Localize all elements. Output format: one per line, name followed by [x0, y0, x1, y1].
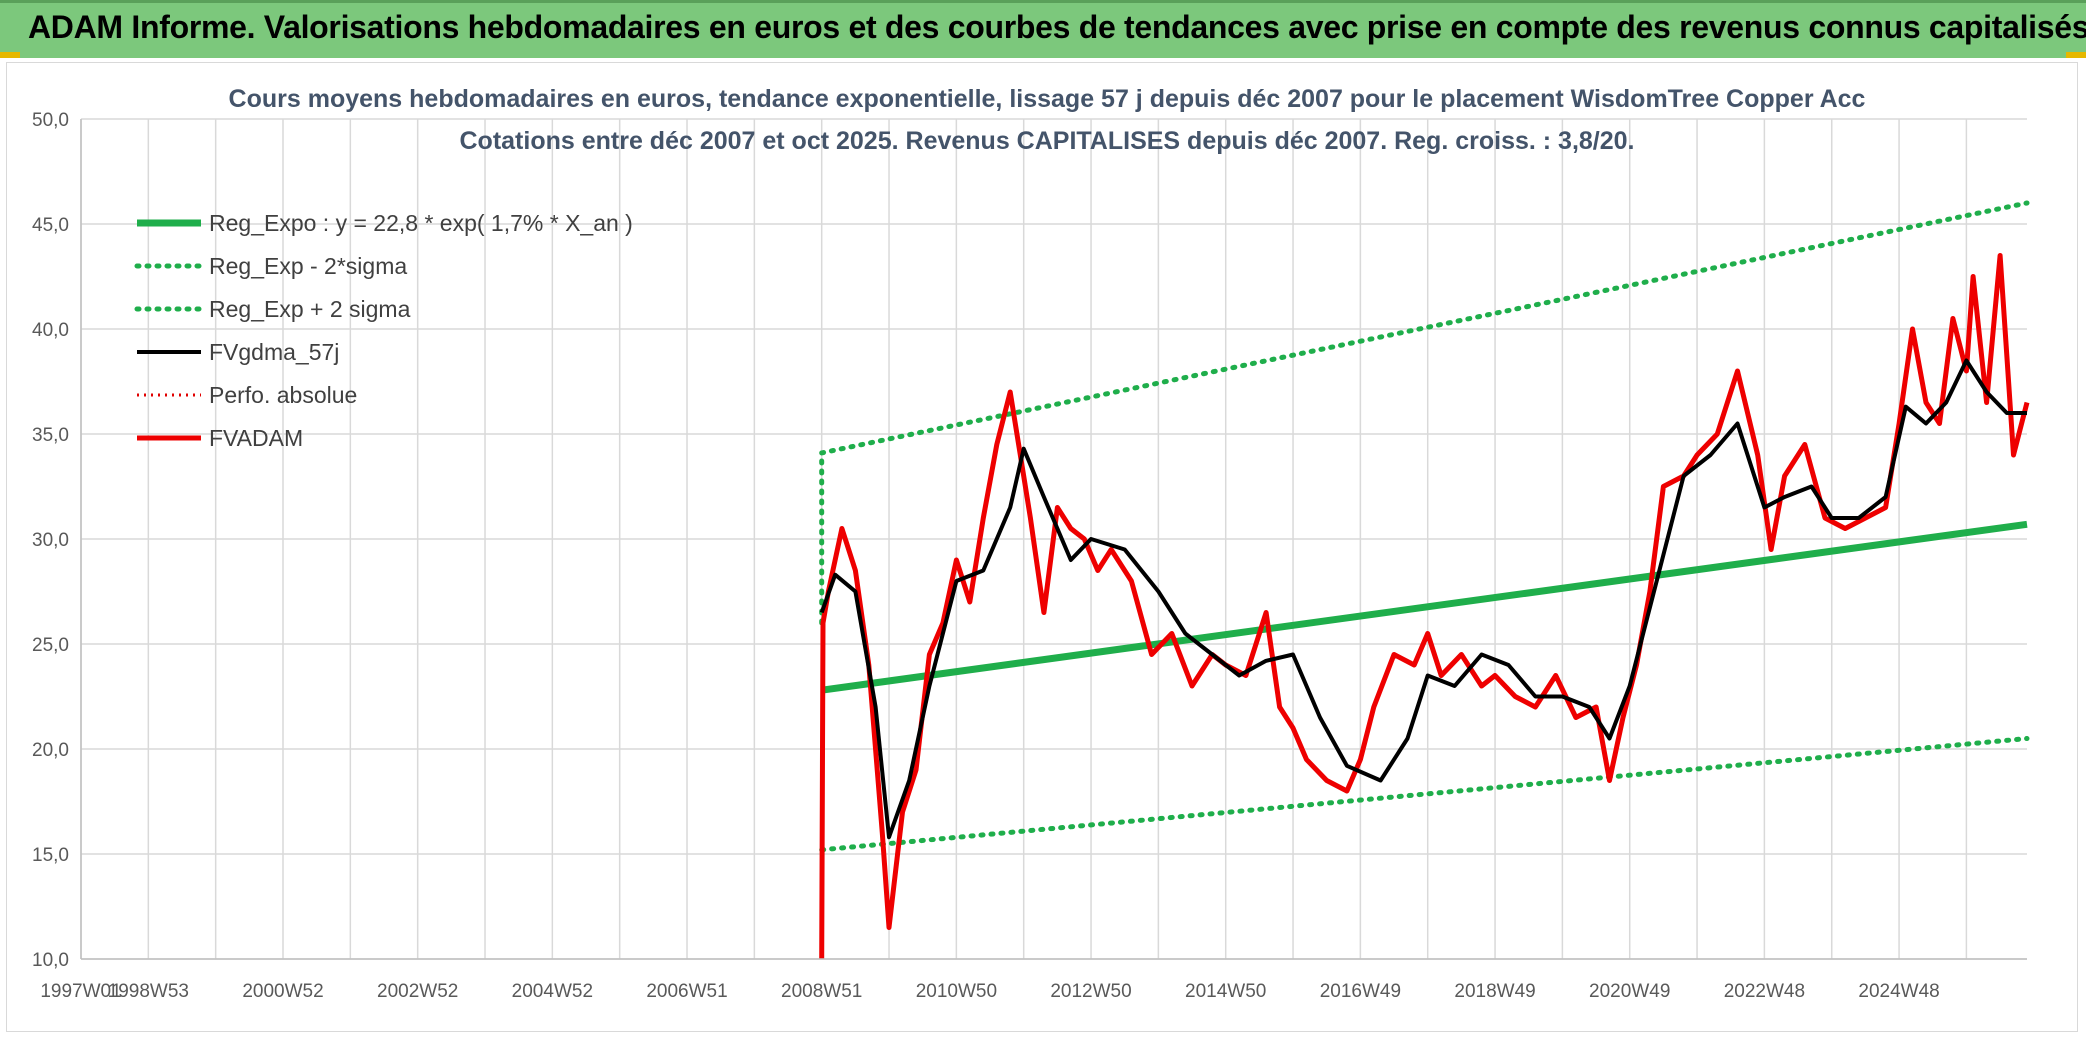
series-layer: [819, 200, 2030, 960]
series-line-5: [819, 253, 2030, 960]
x-tick-label: 2008W51: [781, 981, 862, 1002]
legend-label: FVgdma_57j: [209, 339, 339, 365]
x-tick-label: 2000W52: [242, 981, 323, 1002]
series-line-0: [821, 520, 2028, 694]
x-tick-label: 2006W51: [646, 981, 727, 1002]
x-tick-label: 2014W50: [1185, 981, 1266, 1002]
x-tick-label: 2022W48: [1724, 981, 1805, 1002]
chart-svg: 10,0 15,0 20,0 25,0 30,0 35,0 40,0 45,0 50,0 1997…: [32, 85, 2030, 1002]
report-banner: ADAM Informe. Valorisations hebdomadaire…: [0, 0, 2086, 58]
axis-layer: 10,0 15,0 20,0 25,0 30,0 35,0 40,0 45,0 50,0 1997…: [32, 110, 2027, 1002]
x-tick-label: 2016W49: [1320, 981, 1401, 1002]
x-tick-label: 2002W52: [377, 981, 458, 1002]
x-tick-label: 2012W50: [1050, 981, 1131, 1002]
x-tick-label: 2018W49: [1454, 981, 1535, 1002]
y-tick-label: 35,0: [32, 425, 69, 446]
x-tick-label: 2004W52: [512, 981, 593, 1002]
corner-accent-left: [0, 52, 20, 58]
series-line-1: [819, 736, 2030, 853]
legend: Reg_Expo : y = 22,8 * exp( 1,7% * X_an )…: [134, 210, 633, 451]
chart-title: Cours moyens hebdomadaires en euros, ten…: [229, 85, 1866, 113]
legend-label: Reg_Expo : y = 22,8 * exp( 1,7% * X_an ): [209, 210, 633, 236]
x-tick-label: 1998W53: [108, 981, 189, 1002]
y-tick-label: 50,0: [32, 110, 69, 131]
legend-label: Perfo. absolue: [209, 382, 357, 408]
legend-label: Reg_Exp - 2*sigma: [209, 253, 407, 279]
y-tick-label: 20,0: [32, 740, 69, 761]
corner-accent-right: [2066, 52, 2086, 58]
y-tick-label: 30,0: [32, 530, 69, 551]
series-line-3: [819, 358, 2027, 840]
x-tick-label: 1997W01: [40, 981, 121, 1002]
x-tick-label: 2024W48: [1858, 981, 1939, 1002]
legend-label: FVADAM: [209, 425, 303, 451]
y-tick-label: 40,0: [32, 320, 69, 341]
series-line-2: [819, 200, 2030, 626]
x-tick-label: 2010W50: [916, 981, 997, 1002]
y-tick-label: 10,0: [32, 950, 69, 971]
chart-area: 10,0 15,0 20,0 25,0 30,0 35,0 40,0 45,0 50,0 1997…: [6, 62, 2078, 1032]
legend-label: Reg_Exp + 2 sigma: [209, 296, 411, 322]
chart-subtitle: Cotations entre déc 2007 et oct 2025. Re…: [460, 127, 1635, 155]
y-tick-label: 45,0: [32, 215, 69, 236]
y-tick-label: 15,0: [32, 845, 69, 866]
x-tick-label: 2020W49: [1589, 981, 1670, 1002]
y-tick-label: 25,0: [32, 635, 69, 656]
report-title: ADAM Informe. Valorisations hebdomadaire…: [28, 9, 2086, 45]
